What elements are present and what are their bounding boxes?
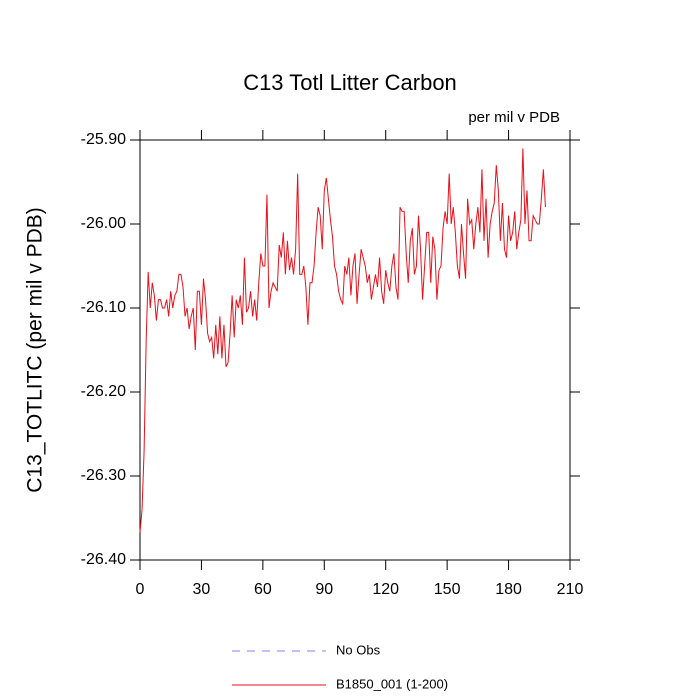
y-tick-label: -25.90 [81,131,126,148]
y-tick-label: -26.20 [81,383,126,400]
x-tick-label: 90 [315,581,333,598]
plot-frame [139,139,571,561]
legend-label: No Obs [336,642,381,657]
x-tick-label: 180 [495,581,522,598]
y-tick-label: -26.40 [81,551,126,568]
data-line [139,148,546,533]
x-tick-label: 150 [434,581,461,598]
x-tick-label: 60 [254,581,272,598]
chart-title: C13 Totl Litter Carbon [243,70,457,95]
x-tick-label: 210 [557,581,584,598]
x-tick-label: 30 [193,581,211,598]
y-tick-label: -26.30 [81,467,126,484]
y-axis-label: C13_TOTLITC (per mil v PDB) [24,207,47,493]
x-tick-label: 0 [136,581,145,598]
y-tick-label: -26.00 [81,215,126,232]
subtitle: per mil v PDB [468,109,560,126]
legend-label: B1850_001 (1-200) [336,676,448,691]
x-tick-label: 120 [372,581,399,598]
y-tick-label: -26.10 [81,299,126,316]
